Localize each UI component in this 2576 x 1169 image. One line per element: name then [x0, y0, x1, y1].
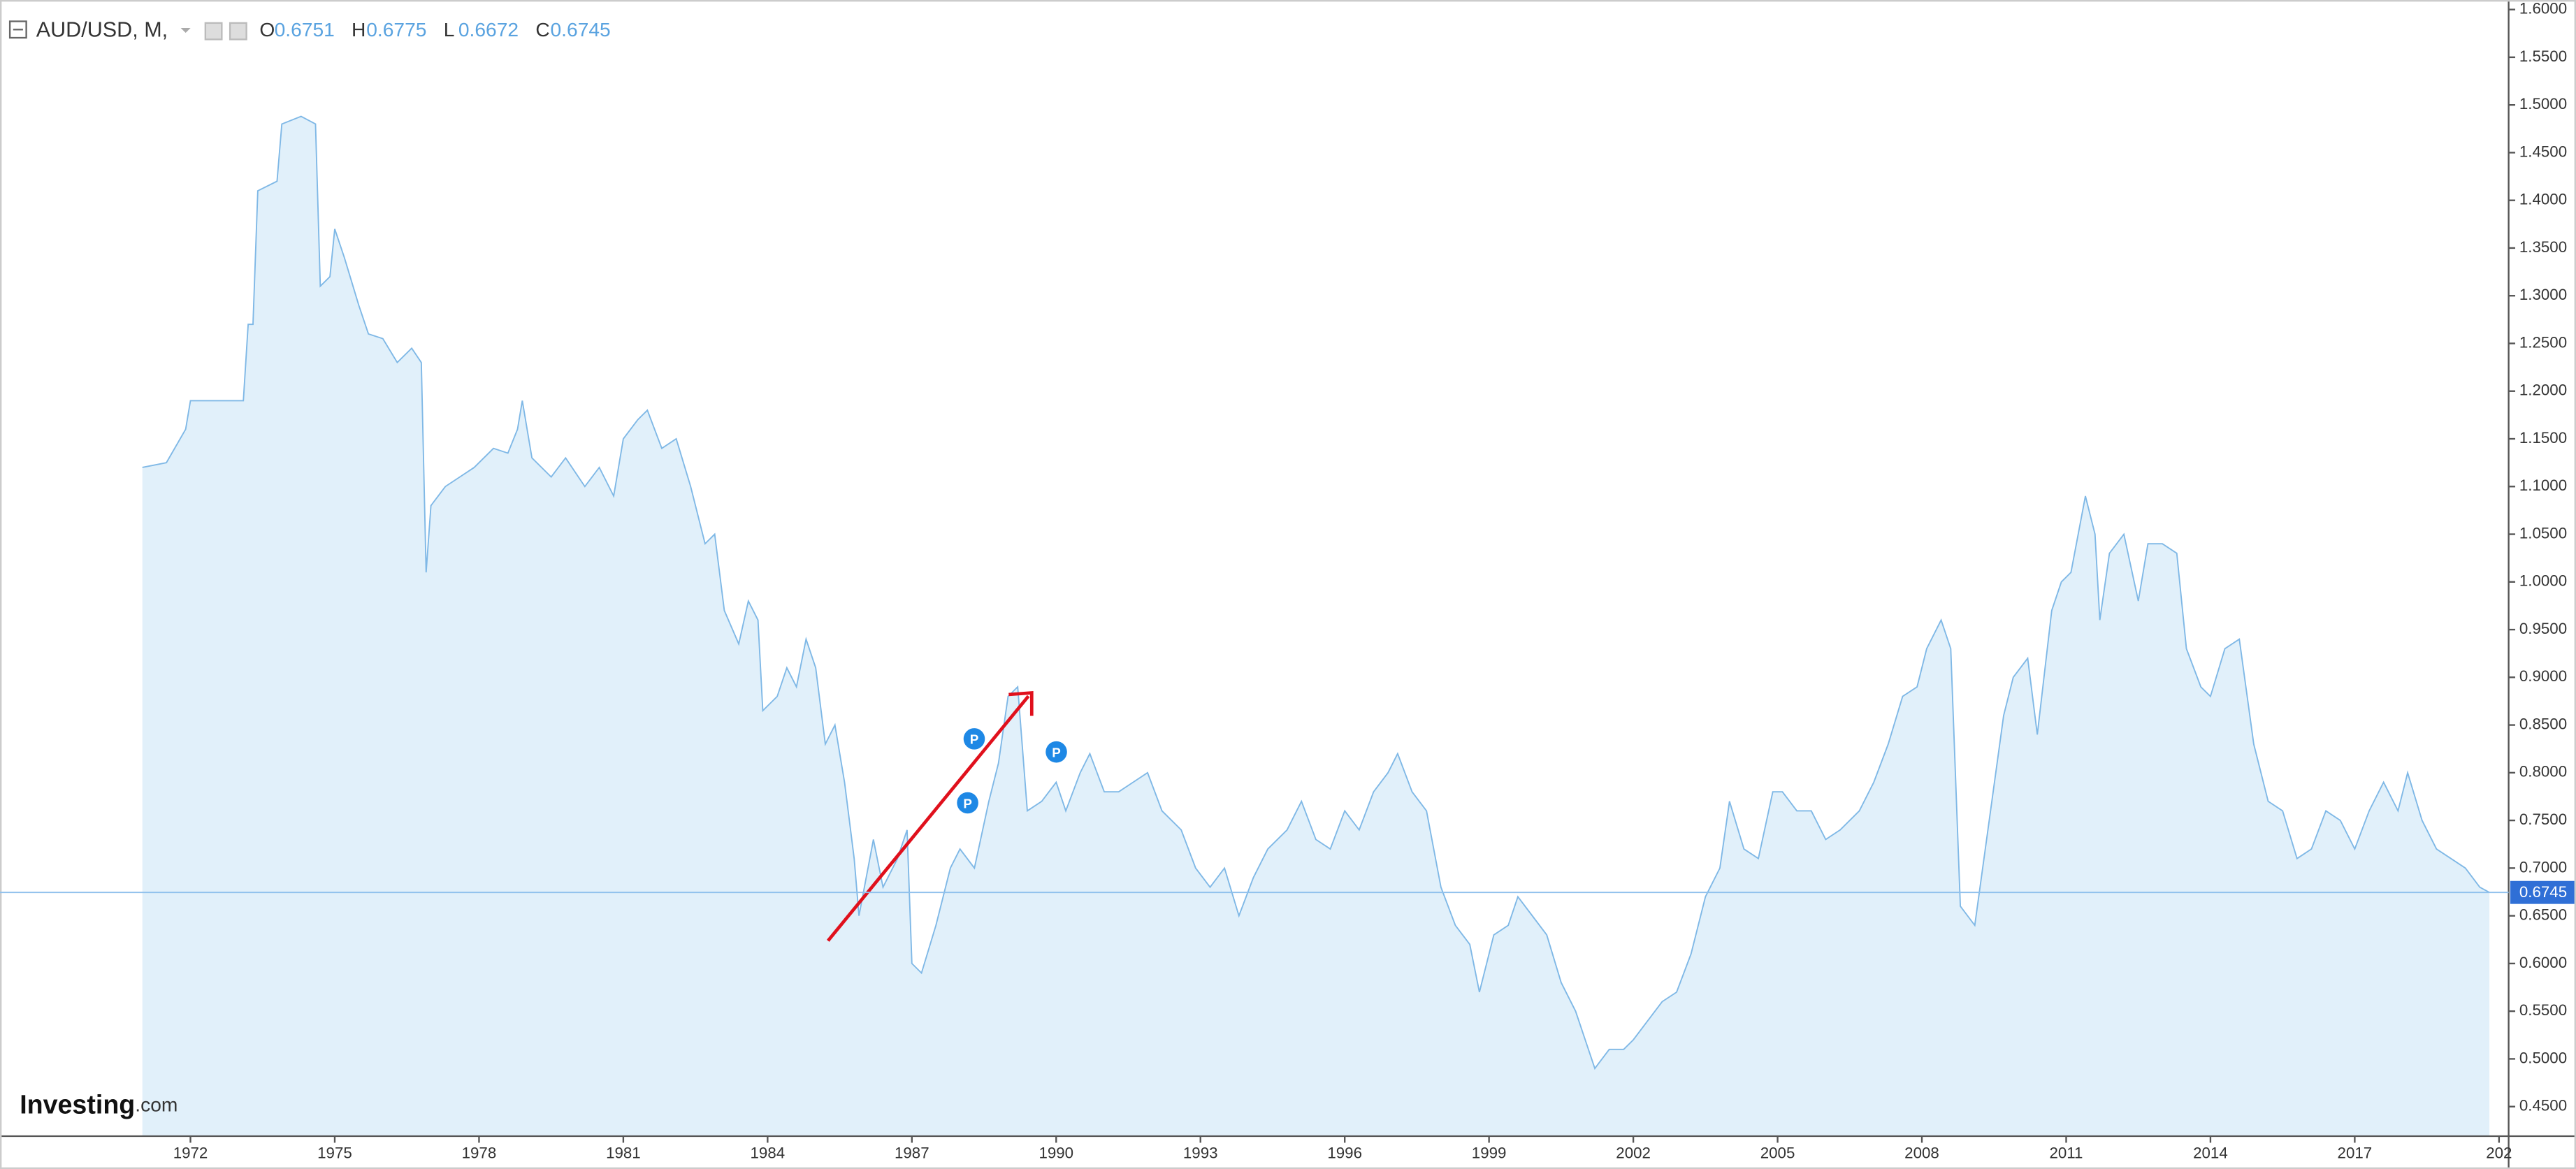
ohlc-label: L — [444, 18, 455, 41]
y-tick-label: 0.4500 — [2519, 1097, 2567, 1114]
brand-suffix: .com — [135, 1094, 178, 1116]
symbol: AUD/USD, M, — [36, 18, 168, 42]
x-tick-label: 2005 — [1760, 1145, 1795, 1162]
y-tick-label: 0.5500 — [2519, 1001, 2567, 1019]
last-price-label: 0.6745 — [2519, 883, 2567, 901]
x-tick-label: 1996 — [1327, 1145, 1362, 1162]
y-tick-label: 0.6500 — [2519, 906, 2567, 924]
y-tick-label: 1.5000 — [2519, 95, 2567, 112]
y-tick-label: 0.9000 — [2519, 667, 2567, 685]
x-tick-label: 2014 — [2193, 1145, 2228, 1162]
ohlc-value: 0.6672 — [458, 18, 519, 41]
y-tick-label: 1.6000 — [2519, 0, 2567, 17]
y-tick-label: 1.2500 — [2519, 333, 2567, 351]
y-tick-label: 1.1000 — [2519, 477, 2567, 494]
x-tick-label: 1972 — [173, 1145, 208, 1162]
x-tick-label: 1999 — [1472, 1145, 1507, 1162]
y-tick-label: 1.3000 — [2519, 286, 2567, 303]
x-tick-label: 2008 — [1904, 1145, 1939, 1162]
close-icon[interactable] — [229, 22, 247, 41]
y-tick-label: 1.1500 — [2519, 429, 2567, 446]
plot-area — [142, 115, 2490, 1137]
settings-icon[interactable] — [204, 22, 223, 41]
p-marker-icon: P — [970, 732, 979, 747]
markers: P P P — [957, 728, 1067, 814]
y-tick-label: 1.5500 — [2519, 48, 2567, 65]
ohlc-label: O — [259, 18, 275, 41]
ohlc-value: 0.6775 — [366, 18, 426, 41]
y-tick-label: 1.0000 — [2519, 572, 2567, 590]
y-tick-label: 0.9500 — [2519, 620, 2567, 637]
x-tick-label: 2017 — [2338, 1145, 2373, 1162]
ohlc: O 0.6751 H 0.6775 L 0.6672 C 0.6745 — [259, 18, 610, 41]
ohlc-label: C — [535, 18, 549, 41]
trend-arrow — [826, 695, 1030, 942]
x-tick-label: 2002 — [1616, 1145, 1651, 1162]
y-tick-label: 0.7500 — [2519, 811, 2567, 828]
area-fill — [142, 116, 2490, 1137]
y-tick-label: 0.5000 — [2519, 1049, 2567, 1066]
p-marker[interactable] — [1045, 741, 1067, 763]
y-tick-label: 1.0500 — [2519, 524, 2567, 542]
p-marker-icon: P — [963, 796, 972, 811]
last-price-tag — [2510, 880, 2575, 904]
x-tick-label: 1987 — [895, 1145, 929, 1162]
y-tick-label: 1.3500 — [2519, 238, 2567, 256]
y-tick-label: 0.7000 — [2519, 858, 2567, 876]
arrow-head — [1008, 691, 1034, 716]
ohlc-value: 0.6745 — [551, 18, 611, 41]
p-marker[interactable] — [957, 792, 978, 814]
p-marker[interactable] — [963, 728, 985, 750]
x-tick-label: 1984 — [751, 1145, 786, 1162]
p-marker-icon: P — [1052, 745, 1061, 760]
x-tick-label: 1981 — [606, 1145, 641, 1162]
x-tick-label: 202 — [2486, 1145, 2512, 1162]
y-tick-label: 1.4000 — [2519, 191, 2567, 208]
brand-name: Investing — [20, 1090, 135, 1119]
x-tick-label: 1975 — [317, 1145, 352, 1162]
x-tick-label: 1990 — [1039, 1145, 1073, 1162]
x-tick-label: 1978 — [462, 1145, 497, 1162]
collapse-icon[interactable] — [8, 20, 27, 39]
x-tick-label: 2011 — [2049, 1145, 2083, 1162]
price-line — [142, 115, 2490, 1070]
y-tick-label: 0.8000 — [2519, 763, 2567, 780]
x-tick-label: 1993 — [1183, 1145, 1218, 1162]
ohlc-value: 0.6751 — [275, 18, 335, 41]
brand: Investing.com — [20, 1090, 178, 1119]
ohlc-label: H — [352, 18, 366, 41]
y-tick-label: 1.2000 — [2519, 382, 2567, 399]
y-tick-label: 0.6000 — [2519, 954, 2567, 971]
dropdown-icon[interactable] — [180, 27, 191, 33]
y-tick-label: 1.4500 — [2519, 143, 2567, 160]
y-tick-label: 0.8500 — [2519, 715, 2567, 732]
